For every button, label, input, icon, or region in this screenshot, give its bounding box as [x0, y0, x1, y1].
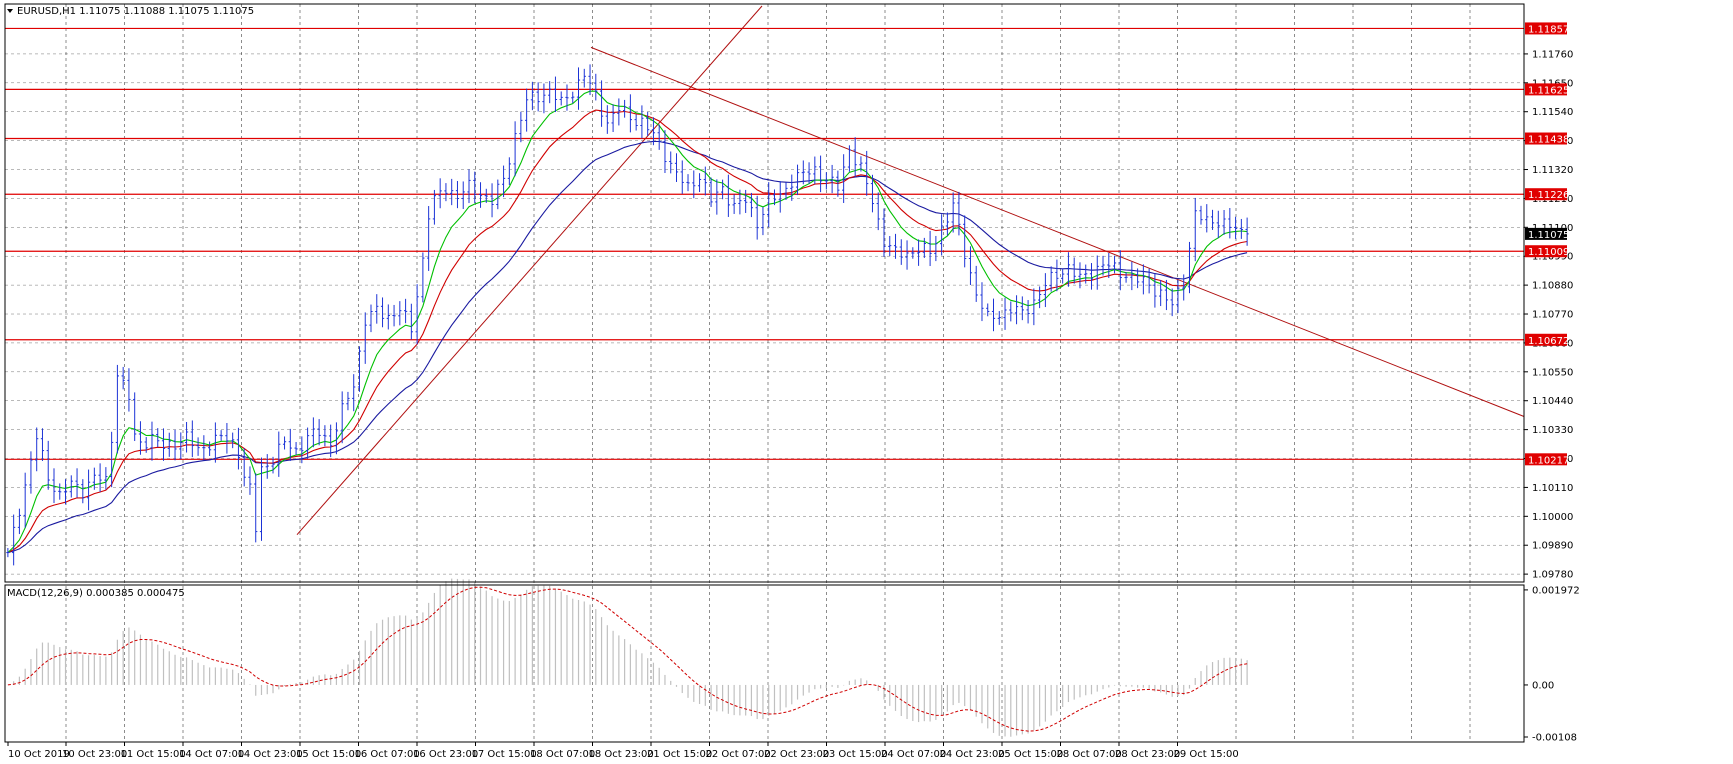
main-panel-border	[4, 3, 1525, 583]
price-tick-label: 1.10000	[1532, 512, 1573, 523]
price-tick-label: 1.10880	[1532, 281, 1573, 292]
moving-averages	[7, 90, 1248, 554]
price-tags: 1.11857 1.11625 1.11438 1.11226 1.11009 1.106…	[1525, 22, 1569, 466]
time-tick-label: 10 Oct 23:00	[62, 749, 127, 760]
price-tick-label: 1.10110	[1532, 483, 1573, 494]
level-tag	[1525, 188, 1567, 201]
horizontal-levels[interactable]	[5, 27, 1524, 460]
grid	[5, 4, 1524, 742]
trend-lines[interactable]	[296, 5, 1525, 536]
price-tick-label: 1.11540	[1532, 107, 1573, 118]
price-tick-label: 1.10550	[1532, 367, 1573, 378]
candles	[6, 64, 1249, 566]
time-tick-label: 18 Oct 23:00	[589, 749, 654, 760]
level-tag-label: 1.10217	[1528, 455, 1569, 466]
level-tag-label: 1.11625	[1528, 85, 1569, 96]
time-tick-label: 28 Oct 07:00	[1057, 749, 1122, 760]
current-price-label: 1.11075	[1528, 230, 1569, 241]
time-tick-label: 15 Oct 15:00	[296, 749, 361, 760]
ma-slow-line	[7, 140, 1248, 554]
macd-signal-line	[7, 586, 1248, 732]
price-tick-label: 1.11760	[1532, 49, 1573, 60]
chevron-down-icon[interactable]	[7, 9, 13, 13]
price-tick-label: 1.10770	[1532, 310, 1573, 321]
header: EURUSD,H1 1.11075 1.11088 1.11075 1.1107…	[7, 6, 254, 599]
time-tick-label: 10 Oct 2019	[8, 749, 70, 760]
macd-tick-label: -0.00108	[1532, 733, 1577, 744]
level-tag-label: 1.11438	[1528, 135, 1569, 146]
time-tick-label: 22 Oct 23:00	[764, 749, 829, 760]
macd-tick-label: 0.001972	[1532, 585, 1580, 596]
time-tick-label: 29 Oct 15:00	[1174, 749, 1239, 760]
price-tick-label: 1.11320	[1532, 165, 1573, 176]
time-tick-label: 18 Oct 07:00	[530, 749, 595, 760]
level-tag-label: 1.11226	[1528, 190, 1569, 201]
time-tick-label: 24 Oct 07:00	[881, 749, 946, 760]
current-price-tag	[1525, 227, 1567, 240]
time-tick-label: 21 Oct 15:00	[647, 749, 712, 760]
level-tag	[1525, 132, 1567, 145]
macd-panel	[7, 578, 1248, 737]
time-tick-label: 23 Oct 15:00	[823, 749, 888, 760]
time-tick-label: 28 Oct 23:00	[1115, 749, 1180, 760]
time-tick-label: 17 Oct 15:00	[472, 749, 537, 760]
time-tick-label: 11 Oct 15:00	[121, 749, 186, 760]
time-tick-label: 14 Oct 07:00	[179, 749, 244, 760]
time-tick-label: 25 Oct 15:00	[998, 749, 1063, 760]
macd-panel-border	[4, 584, 1525, 743]
ma-fast-line	[7, 90, 1248, 553]
price-tick-label: 1.09780	[1532, 570, 1573, 581]
trend-line-up[interactable]	[296, 5, 763, 536]
price-tick-label: 1.09890	[1532, 541, 1573, 552]
level-tag	[1525, 22, 1567, 35]
time-tick-label: 16 Oct 23:00	[413, 749, 478, 760]
trend-line-down[interactable]	[590, 46, 1525, 417]
level-tag	[1525, 453, 1567, 466]
ma-mid-line	[7, 109, 1248, 554]
price-tick-label: 1.10330	[1532, 425, 1573, 436]
level-tag-label: 1.10672	[1528, 336, 1569, 347]
level-tag-label: 1.11009	[1528, 247, 1569, 258]
level-tag	[1525, 245, 1567, 258]
time-tick-label: 14 Oct 23:00	[238, 749, 303, 760]
level-tag	[1525, 83, 1567, 96]
time-tick-label: 16 Oct 07:00	[355, 749, 420, 760]
macd-info: MACD(12,26,9) 0.000385 0.000475	[7, 588, 185, 599]
time-tick-label: 24 Oct 23:00	[940, 749, 1005, 760]
price-tick-label: 1.10440	[1532, 396, 1573, 407]
level-tag-label: 1.11857	[1528, 24, 1569, 35]
level-tag	[1525, 333, 1567, 346]
symbol-info: EURUSD,H1 1.11075 1.11088 1.11075 1.1107…	[17, 6, 254, 17]
time-tick-label: 22 Oct 07:00	[706, 749, 771, 760]
macd-tick-label: 0.00	[1532, 680, 1554, 691]
